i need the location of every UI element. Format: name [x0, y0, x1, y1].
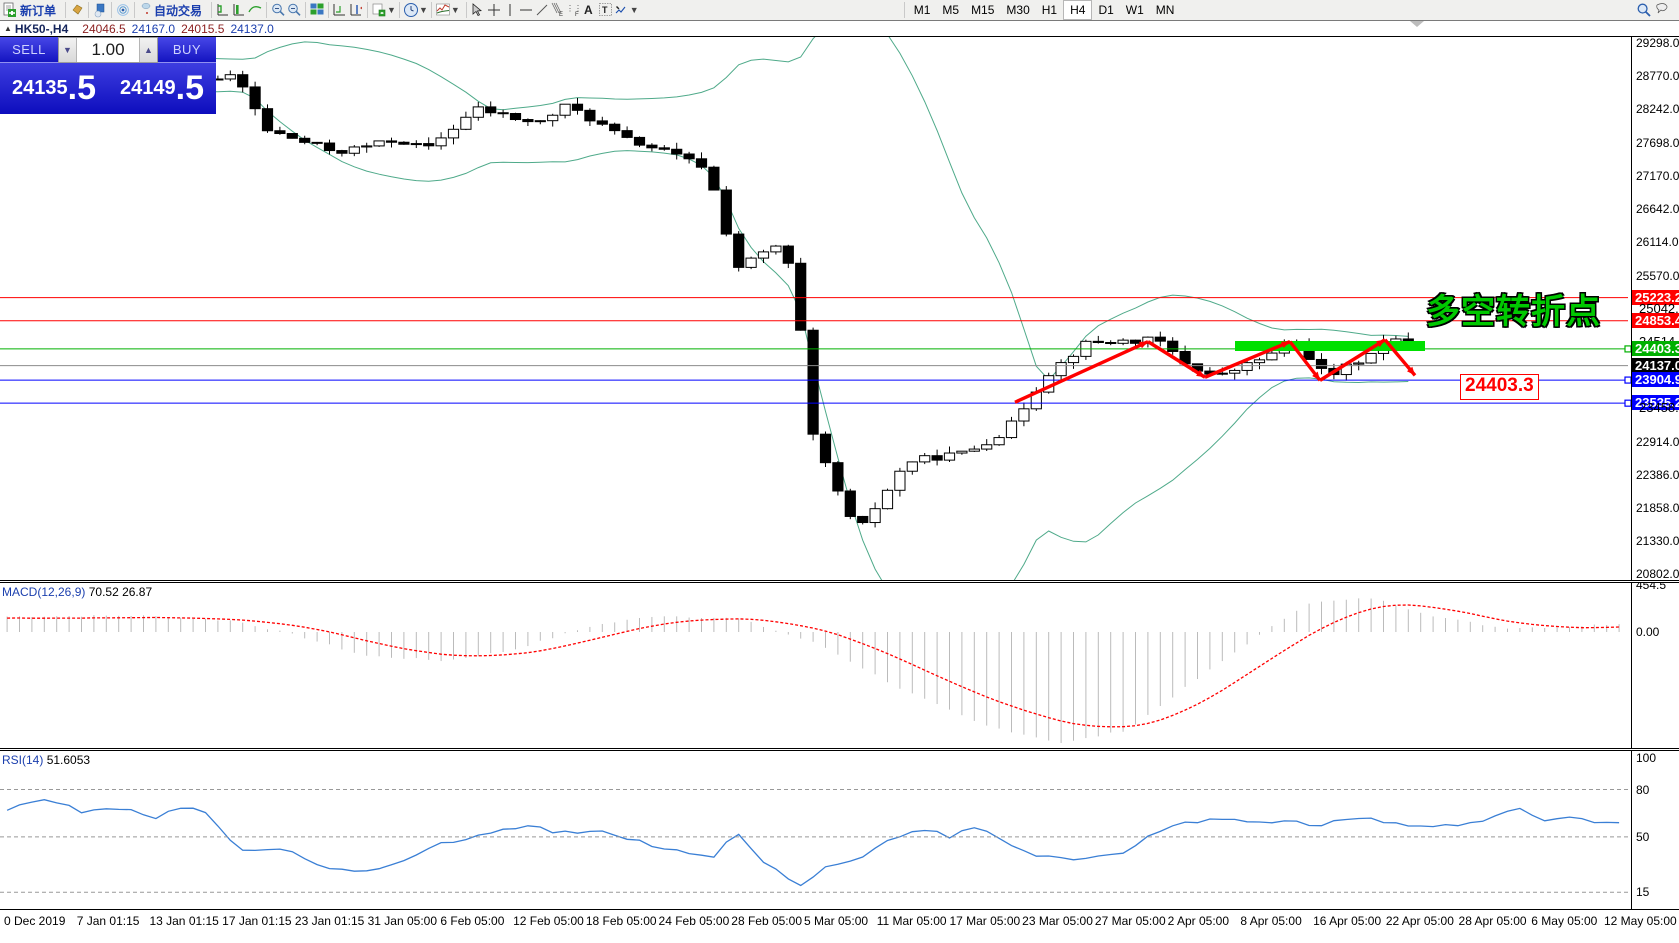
svg-text:T: T — [602, 5, 608, 15]
svg-text:F: F — [575, 12, 579, 18]
svg-text:A: A — [584, 3, 593, 17]
svg-text:E: E — [559, 12, 563, 18]
svg-text:⋮⋮⋮: ⋮⋮⋮ — [566, 4, 582, 13]
